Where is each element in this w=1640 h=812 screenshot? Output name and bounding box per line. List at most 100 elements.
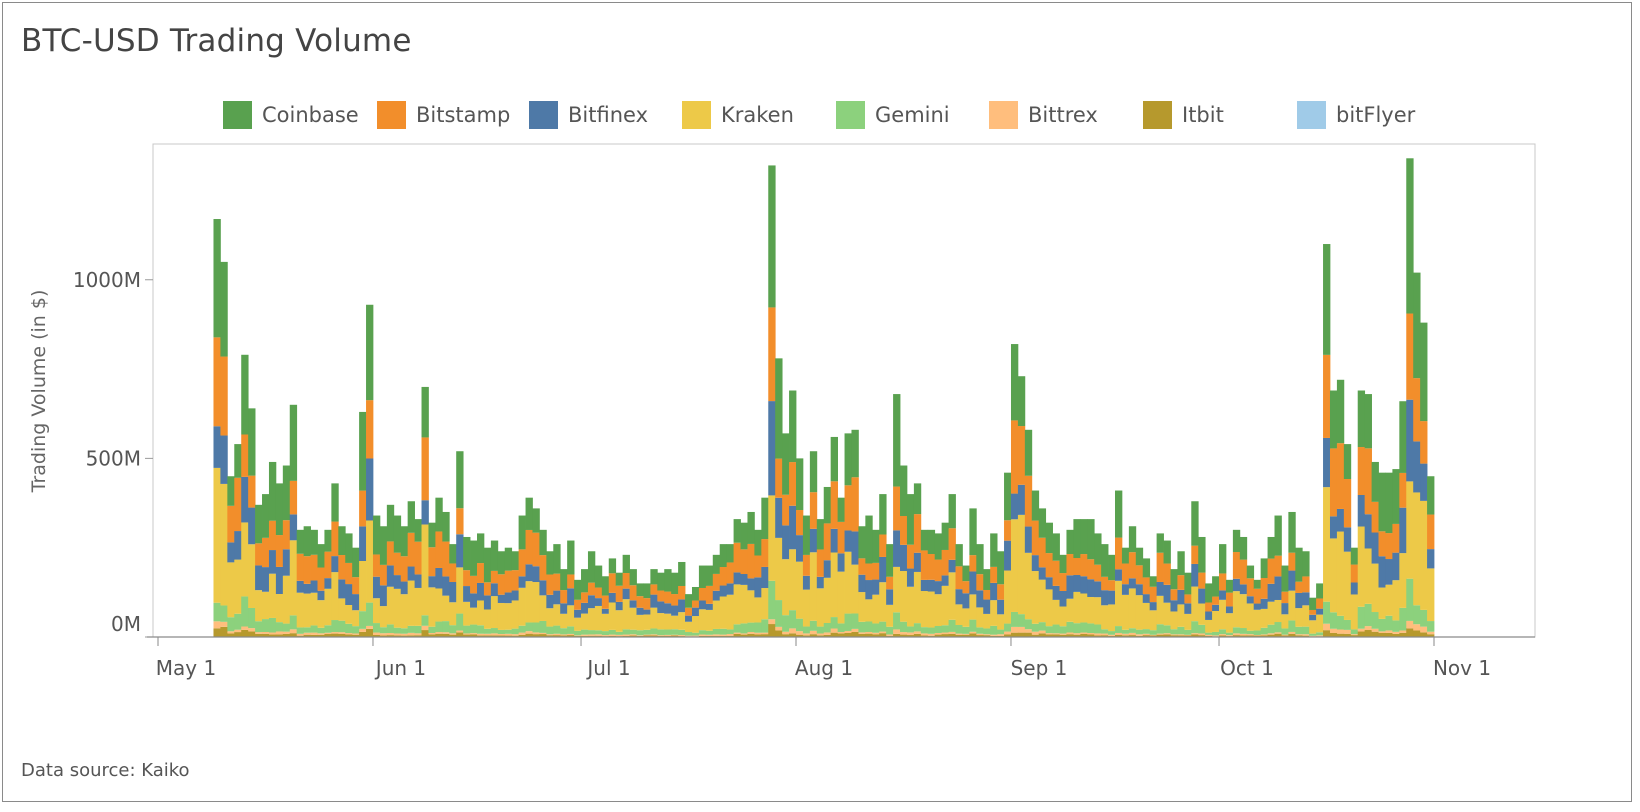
bar-segment-kraken — [553, 604, 561, 626]
bar-segment-bitfinex — [1205, 611, 1213, 620]
bar-segment-itbit — [463, 634, 471, 637]
bar-segment-coinbase — [1281, 565, 1289, 592]
bar-segment-bitstamp — [296, 553, 305, 581]
bar-segment-gemini — [1066, 621, 1074, 633]
bar-segment-coinbase — [851, 429, 859, 478]
bar-segment-gemini — [1399, 607, 1407, 631]
bar-segment-bitfinex — [324, 578, 332, 589]
bar-segment-coinbase — [1267, 536, 1275, 559]
bar-segment-gemini — [518, 625, 526, 633]
bar-segment-gemini — [691, 632, 700, 636]
bar-segment-bitfinex — [567, 588, 575, 606]
bar-segment-bitfinex — [900, 544, 908, 572]
source-note: Data source: Kaiko — [21, 760, 190, 781]
bar-segment-bittrex — [775, 626, 783, 631]
bar-segment-bitfinex — [255, 565, 263, 591]
bar-segment-itbit — [1024, 632, 1033, 637]
bar-segment-kraken — [1010, 519, 1019, 612]
bar-segment-gemini — [1198, 624, 1206, 634]
bar-segment-gemini — [1357, 606, 1366, 629]
bar-segment-bitfinex — [816, 576, 825, 589]
bar-segment-bitfinex — [1295, 592, 1303, 609]
bar-segment-itbit — [726, 635, 734, 637]
bar-segment-bitstamp — [227, 505, 235, 543]
bar-segment-bitstamp — [324, 551, 332, 579]
bar-segment-coinbase — [1128, 526, 1137, 553]
bar-segment-bittrex — [608, 634, 617, 636]
bar-segment-gemini — [761, 619, 769, 633]
bar-segment-bitfinex — [1267, 583, 1275, 602]
bar-segment-bittrex — [1094, 633, 1102, 636]
bar-segment-bitstamp — [851, 477, 859, 532]
bar-segment-gemini — [414, 625, 422, 634]
bar-segment-itbit — [1274, 633, 1282, 637]
bar-segment-gemini — [934, 626, 943, 633]
bar-segment-bitfinex — [553, 590, 561, 605]
bar-segment-gemini — [490, 628, 499, 634]
bar-segment-coinbase — [518, 515, 526, 550]
bar-segment-itbit — [851, 631, 859, 637]
bar-segment-bitstamp — [255, 543, 263, 566]
bar-segment-gemini — [1191, 621, 1199, 634]
bar-segment-bitfinex — [636, 607, 644, 615]
bar-segment-bitfinex — [1052, 585, 1060, 600]
bar-segment-kraken — [587, 608, 596, 631]
bar-segment-bittrex — [1142, 633, 1151, 636]
bar-segment-coinbase — [1024, 429, 1033, 476]
bar-segment-coinbase — [622, 554, 630, 574]
bar-segment-bitfinex — [1246, 596, 1255, 604]
bar-segment-bitstamp — [303, 556, 311, 584]
bar-segment-kraken — [879, 582, 887, 622]
bar-segment-coinbase — [1115, 490, 1123, 538]
bar-segment-kraken — [310, 592, 318, 626]
bar-segment-coinbase — [1295, 547, 1303, 582]
bar-segment-gemini — [1184, 629, 1192, 635]
bar-segment-gemini — [705, 630, 714, 635]
bar-segment-bitstamp — [511, 570, 519, 591]
bar-segment-gemini — [553, 625, 561, 634]
bar-segment-coinbase — [1288, 511, 1296, 553]
bar-segment-bittrex — [1080, 632, 1088, 634]
bar-segment-bitstamp — [1406, 313, 1414, 400]
bar-segment-kraken — [1399, 553, 1407, 608]
bar-segment-bitfinex — [650, 594, 658, 608]
bar-segment-itbit — [1295, 635, 1303, 637]
bar-segment-coinbase — [955, 544, 963, 567]
bar-segment-coinbase — [754, 529, 762, 556]
bar-segment-gemini — [733, 624, 741, 633]
bar-segment-bittrex — [1260, 634, 1268, 636]
bar-segment-bitfinex — [608, 592, 617, 603]
bar-segment-gemini — [629, 629, 637, 635]
bar-segment-bittrex — [629, 634, 637, 636]
bar-segment-bittrex — [1406, 620, 1414, 629]
bar-segment-gemini — [823, 623, 832, 633]
bar-segment-coinbase — [1177, 551, 1185, 576]
bar-segment-bitfinex — [359, 526, 367, 561]
bar-segment-bitfinex — [1121, 584, 1130, 595]
bar-segment-bitstamp — [442, 541, 450, 577]
legend-label: Kraken — [721, 103, 794, 127]
bar-segment-kraken — [532, 582, 540, 623]
bar-segment-bittrex — [241, 626, 249, 630]
bar-segment-kraken — [511, 600, 519, 629]
bar-segment-bitstamp — [1184, 594, 1192, 604]
bar-segment-bitstamp — [483, 582, 492, 596]
bar-segment-gemini — [560, 628, 568, 635]
bar-segment-gemini — [671, 629, 679, 635]
bar-segment-coinbase — [664, 569, 672, 592]
bar-segment-bitstamp — [664, 591, 672, 604]
bar-segment-kraken — [255, 590, 263, 622]
bar-segment-bitfinex — [442, 576, 450, 596]
bar-segment-gemini — [893, 612, 901, 630]
bar-segment-gemini — [248, 607, 256, 629]
bar-segment-bittrex — [622, 634, 630, 636]
bar-segment-bitfinex — [858, 574, 866, 593]
bar-segment-kraken — [1253, 609, 1262, 631]
bar-segment-gemini — [955, 625, 963, 634]
bar-segment-bitstamp — [1371, 501, 1379, 533]
bar-segment-itbit — [629, 635, 637, 637]
bar-segment-kraken — [1156, 595, 1164, 625]
bar-segment-itbit — [775, 630, 783, 637]
bar-segment-kraken — [664, 613, 672, 630]
bar-segment-bitfinex — [1260, 598, 1268, 609]
